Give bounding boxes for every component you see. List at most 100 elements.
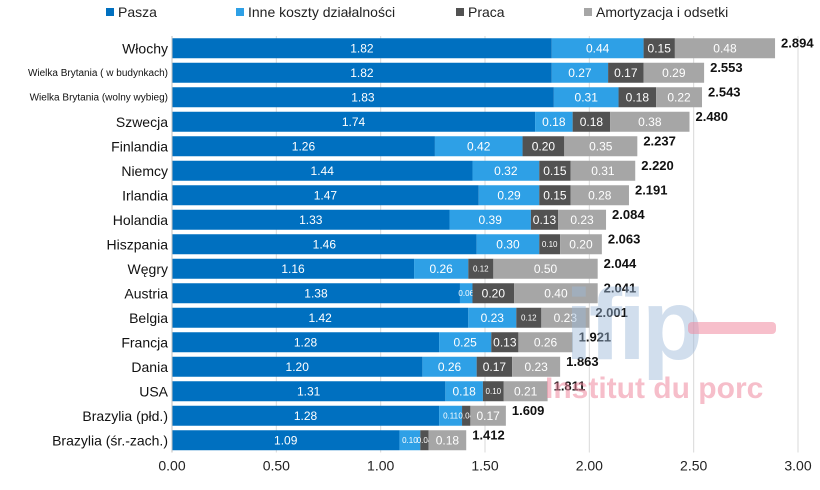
segment-data-label: 0.25 bbox=[453, 336, 477, 350]
bar-segment bbox=[172, 62, 552, 83]
total-data-label: 2.553 bbox=[710, 60, 743, 75]
bar-segment bbox=[472, 283, 515, 304]
legend-item: Inne koszty działalności bbox=[236, 4, 395, 20]
segment-data-label: 0.04 bbox=[417, 436, 433, 445]
bar-segment bbox=[656, 87, 703, 108]
bar-segment bbox=[439, 405, 463, 426]
segment-data-label: 0.20 bbox=[482, 287, 506, 301]
segment-data-label: 0.12 bbox=[521, 314, 537, 323]
total-data-label: 2.191 bbox=[635, 182, 668, 197]
total-data-label: 2.543 bbox=[708, 84, 741, 99]
bar-segment bbox=[462, 405, 471, 426]
segment-data-label: 0.15 bbox=[543, 164, 567, 178]
segment-data-label: 0.42 bbox=[467, 140, 491, 154]
bar-segment bbox=[434, 136, 523, 157]
segment-data-label: 0.26 bbox=[534, 336, 558, 350]
bar-segment bbox=[470, 405, 506, 426]
bar-segment bbox=[172, 356, 423, 377]
category-label: Holandia bbox=[113, 212, 168, 228]
bar-segment bbox=[553, 87, 619, 108]
bar-segment bbox=[493, 258, 598, 279]
bar-segment bbox=[172, 258, 415, 279]
bar-segment bbox=[172, 185, 479, 206]
segment-data-label: 1.74 bbox=[342, 115, 366, 129]
category-label: Hiszpania bbox=[107, 236, 169, 252]
bar-segment bbox=[476, 234, 540, 255]
segment-data-label: 1.33 bbox=[299, 213, 323, 227]
segment-data-label: 0.31 bbox=[591, 164, 615, 178]
segment-data-label: 0.20 bbox=[569, 238, 593, 252]
total-data-label: 2.063 bbox=[608, 231, 641, 246]
bar-segment bbox=[539, 160, 571, 181]
bar-segment bbox=[643, 62, 705, 83]
segment-data-label: 0.30 bbox=[496, 238, 520, 252]
bar-segment bbox=[491, 332, 519, 353]
total-data-label: 2.894 bbox=[781, 35, 814, 50]
segment-data-label: 1.09 bbox=[274, 434, 298, 448]
segment-data-label: 0.38 bbox=[638, 115, 662, 129]
segment-data-label: 0.10 bbox=[542, 240, 558, 249]
bar-segment bbox=[539, 185, 571, 206]
segment-data-label: 0.27 bbox=[568, 66, 592, 80]
total-data-label: 1.921 bbox=[579, 329, 612, 344]
segment-data-label: 0.17 bbox=[614, 66, 638, 80]
bar-segment bbox=[172, 405, 440, 426]
segment-data-label: 0.15 bbox=[543, 189, 567, 203]
segment-data-label: 0.23 bbox=[554, 311, 578, 325]
bar-segment bbox=[610, 111, 690, 132]
segment-data-label: 0.29 bbox=[662, 66, 686, 80]
bar-segment bbox=[414, 258, 469, 279]
legend-swatch bbox=[236, 8, 244, 16]
segment-data-label: 0.10 bbox=[402, 436, 418, 445]
segment-data-label: 0.32 bbox=[494, 164, 518, 178]
bar-segment bbox=[172, 160, 473, 181]
segment-data-label: 0.18 bbox=[542, 115, 566, 129]
category-label: Wielka Brytania ( w budynkach) bbox=[28, 68, 168, 79]
category-label: Dania bbox=[131, 359, 168, 375]
chart-legend: Pasza Inne koszty działalności Praca Amorty… bbox=[0, 4, 820, 22]
bar-segment bbox=[172, 87, 554, 108]
bar-segment bbox=[608, 62, 644, 83]
bar-segment bbox=[172, 381, 446, 402]
total-data-label: 2.220 bbox=[641, 158, 674, 173]
segment-data-label: 0.11 bbox=[443, 412, 459, 421]
bar-segment bbox=[449, 209, 531, 230]
bar-segment bbox=[172, 430, 400, 451]
segment-data-label: 0.20 bbox=[532, 140, 556, 154]
category-label: Węgry bbox=[128, 261, 168, 277]
segment-data-label: 0.18 bbox=[436, 434, 460, 448]
total-data-label: 2.041 bbox=[604, 280, 637, 295]
segment-data-label: 0.12 bbox=[473, 265, 489, 274]
x-tick-label: 1.00 bbox=[367, 458, 394, 474]
category-label: Belgia bbox=[129, 310, 168, 326]
bar-segment bbox=[570, 160, 636, 181]
category-label: Irlandia bbox=[122, 187, 168, 203]
bar-segment bbox=[172, 307, 469, 328]
bar-segment bbox=[572, 111, 611, 132]
category-label: Włochy bbox=[122, 40, 168, 56]
x-tick-label: 2.00 bbox=[576, 458, 603, 474]
segment-data-label: 1.26 bbox=[292, 140, 316, 154]
segment-data-label: 0.35 bbox=[589, 140, 613, 154]
category-label: USA bbox=[139, 383, 168, 399]
bar-segment bbox=[516, 307, 542, 328]
segment-data-label: 0.26 bbox=[438, 360, 462, 374]
bar-segment bbox=[541, 307, 590, 328]
bar-segment bbox=[420, 430, 429, 451]
x-tick-label: 0.00 bbox=[158, 458, 185, 474]
segment-data-label: 0.18 bbox=[626, 91, 650, 105]
bar-segment bbox=[558, 209, 607, 230]
segment-data-label: 1.83 bbox=[351, 91, 375, 105]
bar-segment bbox=[172, 111, 536, 132]
segment-data-label: 0.13 bbox=[533, 213, 557, 227]
segment-data-label: 0.50 bbox=[534, 262, 558, 276]
bar-segment bbox=[512, 356, 561, 377]
segment-data-label: 0.40 bbox=[544, 287, 568, 301]
bar-segment bbox=[172, 283, 460, 304]
segment-data-label: 1.28 bbox=[294, 336, 318, 350]
segment-data-label: 0.13 bbox=[493, 336, 517, 350]
bar-segment bbox=[468, 258, 494, 279]
category-label: Wielka Brytania (wolny wybieg) bbox=[30, 92, 168, 103]
total-data-label: 1.609 bbox=[512, 403, 545, 418]
category-label: Niemcy bbox=[121, 163, 168, 179]
